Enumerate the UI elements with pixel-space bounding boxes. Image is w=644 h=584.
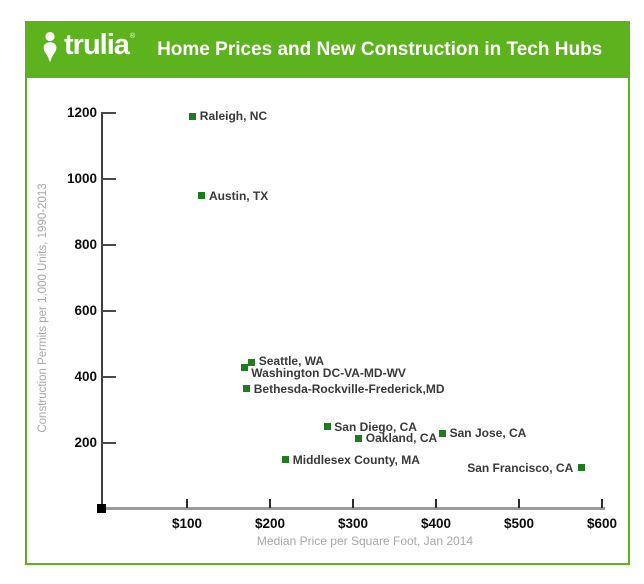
x-tick-label: $400 <box>420 516 452 531</box>
data-point-label: San Diego, CA <box>334 419 417 434</box>
data-point-marker <box>282 456 290 463</box>
data-point-label: Austin, TX <box>208 188 269 203</box>
y-tick-label: 400 <box>74 369 97 384</box>
data-point-label: San Jose, CA <box>449 426 527 441</box>
header-bar: trulia ® Home Prices and New Constructio… <box>25 21 630 78</box>
y-tick <box>101 244 116 246</box>
data-point-marker <box>243 385 251 393</box>
data-point-label: Seattle, WA <box>258 354 325 369</box>
scatter-plot: Construction Permits per 1,000 Units, 19… <box>27 78 628 561</box>
x-tick-label: $300 <box>337 516 369 531</box>
y-tick <box>101 442 116 444</box>
x-axis-label: Median Price per Square Foot, Jan 2014 <box>256 534 474 548</box>
data-point-marker <box>248 358 256 366</box>
x-axis-line <box>101 507 605 510</box>
y-tick <box>101 112 116 114</box>
x-tick <box>601 499 603 508</box>
y-tick <box>101 178 116 180</box>
data-point-label: Raleigh, NC <box>199 109 268 124</box>
data-point-marker <box>323 423 331 430</box>
data-point-marker <box>198 192 206 199</box>
x-tick <box>269 499 271 508</box>
chart-area: Construction Permits per 1,000 Units, 19… <box>25 78 630 565</box>
x-tick <box>435 499 437 508</box>
data-point-label: Bethesda-Rockville-Frederick,MD <box>253 381 445 396</box>
data-point-label: Middlesex County, MA <box>292 452 420 467</box>
data-point-label: Oakland, CA <box>365 431 438 446</box>
data-point-label: San Francisco, CA <box>467 460 574 475</box>
x-tick-label: $500 <box>503 516 535 531</box>
y-tick-label: 800 <box>74 237 97 252</box>
trulia-logo: trulia ® <box>39 31 135 68</box>
y-axis-line <box>101 113 103 511</box>
brand-name: trulia <box>64 29 130 61</box>
infographic-card: trulia ® Home Prices and New Constructio… <box>25 21 630 565</box>
data-point-marker <box>577 464 585 472</box>
data-point-marker <box>240 363 248 371</box>
x-tick <box>518 499 520 508</box>
chart-title: Home Prices and New Construction in Tech… <box>157 38 603 60</box>
y-tick <box>101 376 116 378</box>
registered-mark: ® <box>129 33 136 40</box>
map-pin-icon <box>39 31 61 68</box>
y-tick-label: 1000 <box>66 171 97 186</box>
x-tick <box>186 499 188 508</box>
data-point-marker <box>355 434 363 442</box>
x-tick-label: $100 <box>171 516 203 531</box>
x-tick-label: $600 <box>586 516 618 531</box>
origin-marker <box>97 504 106 513</box>
data-point-marker <box>439 429 447 437</box>
y-tick <box>101 310 116 312</box>
y-tick-label: 200 <box>74 435 97 450</box>
y-tick-label: 1200 <box>66 105 97 120</box>
data-point-label: Washington DC-VA-MD-WV <box>251 366 406 381</box>
data-point-marker <box>189 112 197 120</box>
x-tick <box>352 499 354 508</box>
y-tick-label: 600 <box>74 303 97 318</box>
x-tick-label: $200 <box>254 516 286 531</box>
